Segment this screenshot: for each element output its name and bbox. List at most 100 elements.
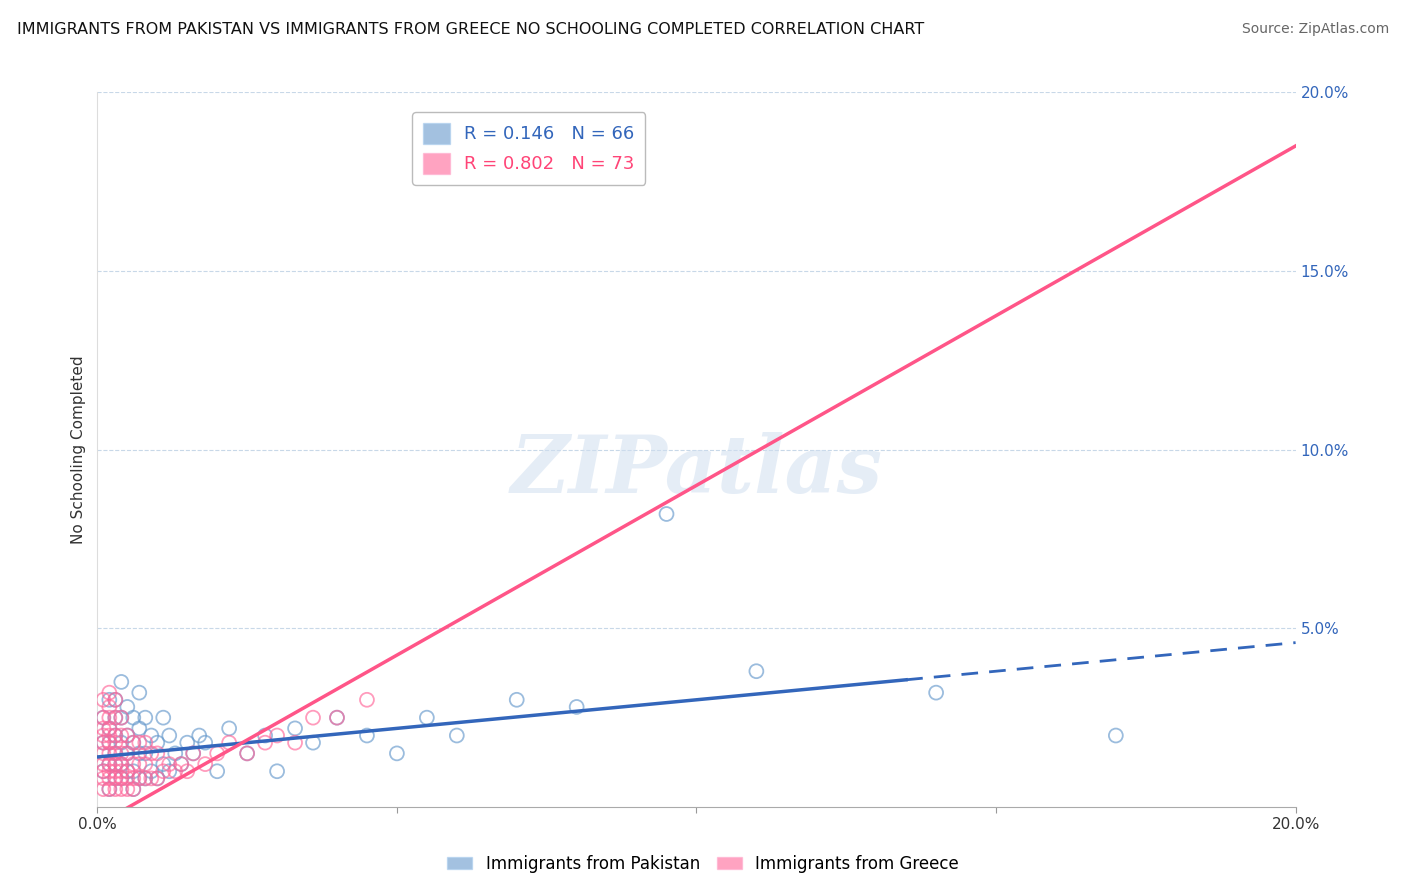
Point xyxy=(110,772,132,786)
Point xyxy=(655,507,678,521)
Point xyxy=(236,747,259,761)
Point xyxy=(385,747,408,761)
Point xyxy=(356,693,378,707)
Point xyxy=(104,729,127,743)
Point xyxy=(141,729,163,743)
Point xyxy=(165,747,187,761)
Point xyxy=(302,736,325,750)
Point xyxy=(254,729,277,743)
Point xyxy=(98,722,121,736)
Point xyxy=(117,747,139,761)
Point xyxy=(98,711,121,725)
Point xyxy=(98,693,121,707)
Point xyxy=(93,736,115,750)
Point xyxy=(128,747,150,761)
Point xyxy=(93,772,115,786)
Point xyxy=(93,764,115,779)
Point xyxy=(146,747,169,761)
Point xyxy=(141,764,163,779)
Point xyxy=(104,772,127,786)
Point xyxy=(98,722,121,736)
Point xyxy=(302,711,325,725)
Point xyxy=(110,757,132,772)
Point xyxy=(104,747,127,761)
Point xyxy=(117,729,139,743)
Point xyxy=(446,729,468,743)
Point xyxy=(98,772,121,786)
Point xyxy=(176,736,198,750)
Point xyxy=(98,782,121,797)
Point xyxy=(110,711,132,725)
Point xyxy=(128,772,150,786)
Point xyxy=(170,757,193,772)
Point xyxy=(93,757,115,772)
Text: Source: ZipAtlas.com: Source: ZipAtlas.com xyxy=(1241,22,1389,37)
Point xyxy=(181,747,204,761)
Point xyxy=(93,711,115,725)
Point xyxy=(134,772,156,786)
Point xyxy=(146,772,169,786)
Point xyxy=(157,729,180,743)
Point xyxy=(181,747,204,761)
Point xyxy=(93,711,115,725)
Point xyxy=(104,782,127,797)
Point xyxy=(110,764,132,779)
Point xyxy=(117,700,139,714)
Point xyxy=(98,736,121,750)
Point xyxy=(152,764,174,779)
Point xyxy=(117,782,139,797)
Point xyxy=(254,736,277,750)
Point xyxy=(205,747,228,761)
Text: ZIPatlas: ZIPatlas xyxy=(510,433,883,510)
Legend: R = 0.146   N = 66, R = 0.802   N = 73: R = 0.146 N = 66, R = 0.802 N = 73 xyxy=(412,112,645,185)
Point xyxy=(117,764,139,779)
Point xyxy=(152,757,174,772)
Point xyxy=(165,764,187,779)
Point xyxy=(134,747,156,761)
Point xyxy=(128,757,150,772)
Point xyxy=(93,764,115,779)
Point xyxy=(104,757,127,772)
Point xyxy=(128,686,150,700)
Point xyxy=(506,693,529,707)
Point xyxy=(925,686,948,700)
Point xyxy=(141,772,163,786)
Point xyxy=(1225,68,1247,82)
Point xyxy=(117,729,139,743)
Point xyxy=(104,772,127,786)
Legend: Immigrants from Pakistan, Immigrants from Greece: Immigrants from Pakistan, Immigrants fro… xyxy=(440,848,966,880)
Point xyxy=(110,736,132,750)
Point xyxy=(152,711,174,725)
Point xyxy=(326,711,349,725)
Point xyxy=(98,729,121,743)
Point xyxy=(134,736,156,750)
Point xyxy=(122,782,145,797)
Point xyxy=(122,772,145,786)
Point xyxy=(122,764,145,779)
Point xyxy=(104,747,127,761)
Point xyxy=(146,772,169,786)
Point xyxy=(236,747,259,761)
Point xyxy=(98,757,121,772)
Point xyxy=(122,736,145,750)
Point xyxy=(93,747,115,761)
Point xyxy=(98,736,121,750)
Point xyxy=(1105,729,1128,743)
Point xyxy=(93,736,115,750)
Point xyxy=(122,782,145,797)
Point xyxy=(93,782,115,797)
Point xyxy=(110,772,132,786)
Point xyxy=(134,757,156,772)
Point xyxy=(128,772,150,786)
Point xyxy=(284,722,307,736)
Point xyxy=(104,693,127,707)
Point xyxy=(110,757,132,772)
Point xyxy=(93,729,115,743)
Point xyxy=(146,736,169,750)
Point xyxy=(284,736,307,750)
Y-axis label: No Schooling Completed: No Schooling Completed xyxy=(72,355,86,544)
Point xyxy=(326,711,349,725)
Point xyxy=(188,729,211,743)
Point xyxy=(128,736,150,750)
Point xyxy=(104,711,127,725)
